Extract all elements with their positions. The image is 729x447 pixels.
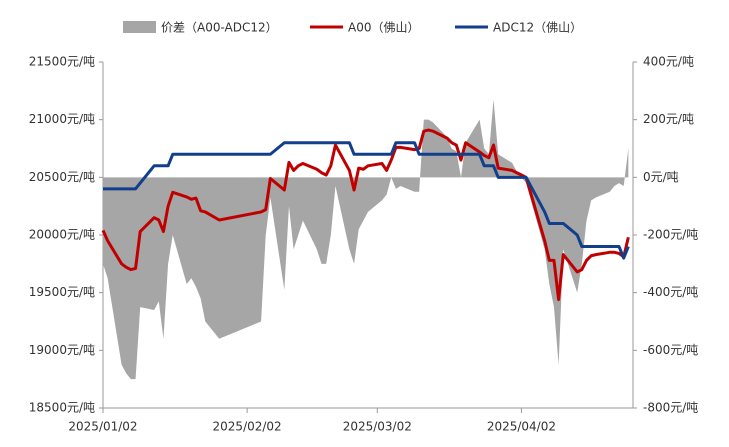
- x-tick-label: 2025/02/02: [213, 420, 282, 434]
- area: [103, 99, 629, 380]
- x-tick-label: 2025/01/02: [68, 420, 137, 434]
- y2-tick-label: 200元/吨: [643, 112, 694, 126]
- legend-swatch: [123, 21, 156, 33]
- y-tick-label: 21000元/吨: [29, 112, 95, 126]
- y-tick-label: 20000元/吨: [29, 228, 95, 242]
- y-tick-label: 18500元/吨: [29, 401, 95, 415]
- y2-tick-label: 0元/吨: [643, 170, 679, 184]
- legend-label: ADC12（佛山）: [493, 21, 582, 35]
- x-tick-label: 2025/04/02: [487, 420, 556, 434]
- y2-tick-label: -600元/吨: [643, 343, 698, 357]
- legend-label: A00（佛山）: [348, 21, 419, 35]
- y-tick-label: 19000元/吨: [29, 343, 95, 357]
- y2-tick-label: -400元/吨: [643, 285, 698, 299]
- y-tick-label: 20500元/吨: [29, 170, 95, 184]
- y-tick-label: 19500元/吨: [29, 285, 95, 299]
- legend-label: 价差（A00-ADC12）: [161, 21, 278, 35]
- line: [103, 141, 630, 260]
- y2-tick-label: 400元/吨: [643, 55, 694, 69]
- y2-tick-label: -800元/吨: [643, 401, 698, 415]
- x-tick-label: 2025/03/02: [343, 420, 412, 434]
- y-tick-label: 21500元/吨: [29, 55, 95, 69]
- y2-tick-label: -200元/吨: [643, 228, 698, 242]
- line: [101, 128, 630, 302]
